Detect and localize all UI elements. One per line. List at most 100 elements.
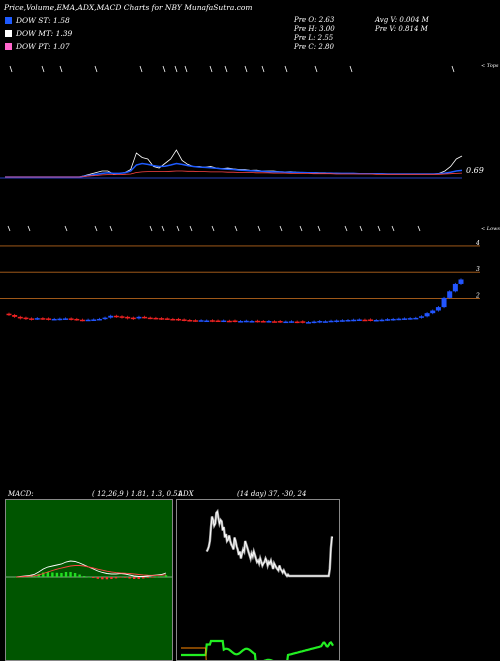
legend-dow-mt: DOW MT: 1.39 (5, 29, 72, 38)
top-tick (349, 65, 353, 73)
adx-chart (181, 508, 334, 660)
macd-histogram-bar (142, 577, 145, 579)
lower-tick (94, 225, 98, 232)
candle-body (322, 321, 328, 323)
candle-body (74, 318, 80, 321)
candle-body (198, 320, 204, 322)
candle-body (435, 307, 441, 311)
candle-body (142, 316, 148, 319)
adx-title: ADX (178, 490, 194, 498)
lower-tick (234, 225, 238, 232)
y-tick-label: 4 (475, 240, 480, 247)
top-tick (139, 65, 143, 73)
candle-body (6, 313, 12, 316)
macd-line (15, 565, 167, 578)
lower-tick (257, 225, 261, 232)
lower-tick (189, 225, 193, 232)
top-tick (244, 65, 248, 73)
candle-body (12, 315, 18, 317)
macd-panel (5, 499, 173, 661)
adx-params: (14 day) 37, -30, 24 (237, 490, 307, 498)
macd-histogram-bar (105, 577, 109, 580)
macd-histogram-bar (123, 577, 127, 578)
candle-body (424, 313, 430, 317)
candle-body (159, 318, 165, 320)
adx-panel (176, 499, 340, 661)
macd-histogram-bar (42, 572, 45, 577)
lower-tick (377, 225, 381, 232)
candle-body (215, 320, 221, 323)
candle-body (266, 321, 272, 323)
candle-body (407, 318, 413, 320)
prev-open: Pre O: 2.63 (294, 16, 335, 24)
macd-histogram-bar (164, 575, 168, 577)
top-tick (314, 65, 318, 73)
macd-histogram-bar (46, 572, 50, 577)
lower-tick (317, 225, 321, 232)
volume-line (5, 170, 463, 178)
lower-tick (161, 225, 165, 232)
candle-body (458, 279, 464, 284)
candle-body (29, 318, 35, 320)
macd-histogram-bar (110, 577, 113, 579)
candle-body (289, 321, 294, 323)
legend-swatch (5, 43, 12, 50)
macd-histogram-bar (69, 572, 72, 577)
lower-tick (279, 225, 283, 232)
adx-line (206, 510, 333, 577)
top-tick (41, 65, 45, 73)
lows-tag: < Lows (481, 226, 500, 232)
macd-histogram-bar (32, 575, 36, 577)
top-tick (174, 65, 178, 73)
macd-histogram-bar (82, 576, 86, 577)
candle-body (447, 291, 453, 298)
candle-body (226, 320, 232, 323)
candle-body (51, 318, 57, 321)
candle-body (164, 318, 170, 320)
macd-histogram-bar (14, 577, 18, 578)
candle-body (96, 318, 102, 321)
candle-body (362, 319, 368, 322)
candle-body (170, 318, 176, 321)
candle-body (181, 319, 187, 321)
candle-body (441, 297, 447, 308)
macd-histogram-bar (92, 577, 95, 578)
candle-body (260, 321, 266, 323)
macd-histogram-bar (137, 577, 140, 579)
candle-body (17, 316, 23, 319)
candle-body (85, 319, 91, 322)
legend-swatch (5, 30, 12, 37)
candle-body (232, 320, 238, 323)
candle-body (385, 319, 391, 321)
lower-tick (64, 225, 68, 232)
candle-body (413, 317, 419, 320)
legend-label: DOW PT: 1.07 (16, 42, 70, 51)
candle-body (204, 320, 210, 323)
macd-histogram-bar (114, 577, 118, 579)
macd-histogram-bar (160, 576, 163, 577)
candle-body (390, 318, 396, 321)
top-tick (184, 65, 188, 73)
price-volume-chart: 4 3 2 (0, 65, 480, 324)
lower-tick (299, 225, 303, 232)
candle-body (300, 321, 306, 323)
macd-histogram-bar (101, 577, 104, 580)
lower-tick (109, 225, 113, 232)
macd-histogram-bar (96, 577, 100, 579)
candle-body (113, 315, 119, 318)
lower-tick (27, 225, 31, 232)
macd-histogram-bar (146, 577, 150, 578)
candle-body (396, 318, 402, 321)
lower-tick (359, 225, 363, 232)
avg-volume: Avg V: 0.004 M (375, 16, 429, 24)
macd-histogram-bar (87, 577, 90, 578)
prev-volume: Pre V: 0.814 M (375, 25, 428, 33)
candle-body (317, 321, 323, 323)
candle-body (311, 321, 317, 324)
lower-tick (7, 225, 11, 232)
candle-body (176, 318, 181, 321)
top-tick (451, 65, 455, 73)
top-tick (209, 65, 213, 73)
candle-body (328, 320, 334, 323)
candle-body (187, 320, 193, 322)
